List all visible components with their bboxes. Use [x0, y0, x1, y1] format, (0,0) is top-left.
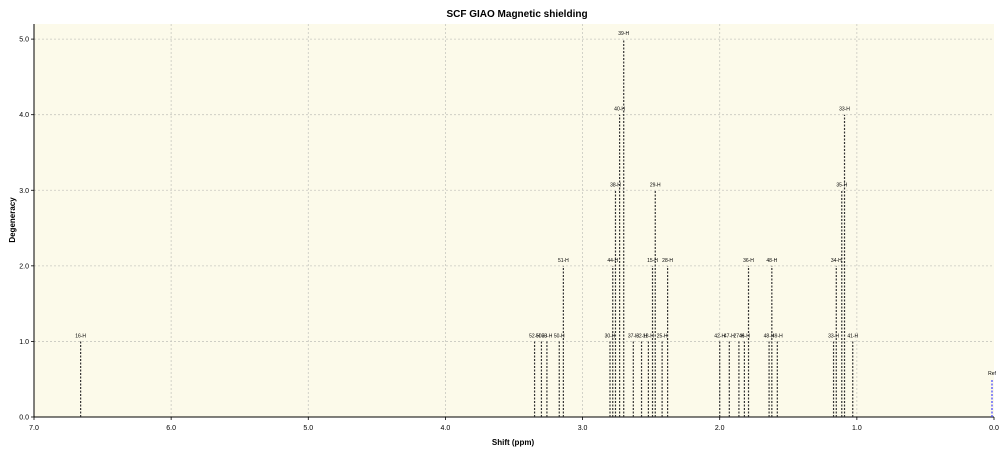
peak-label: 46-H: [739, 333, 750, 339]
peak-label: 53-H: [541, 333, 552, 339]
peak-label: 44-H: [607, 258, 618, 264]
peak-label: 25-H: [657, 333, 668, 339]
y-tick-label: 5.0: [19, 37, 29, 44]
peak-label: 50-H: [536, 333, 547, 339]
x-tick-label: 1.0: [852, 425, 862, 432]
y-tick-label: 2.0: [19, 263, 29, 270]
reference-label: Ref: [988, 371, 996, 377]
peak-label: 47-H: [724, 333, 735, 339]
peak-label: 52-H: [529, 333, 540, 339]
peak-label: 40-H: [614, 107, 625, 113]
x-axis-label: Shift (ppm): [492, 438, 535, 447]
x-tick-label: 0.0: [989, 425, 999, 432]
y-tick-label: 1.0: [19, 339, 29, 346]
peak-label: 27-H: [733, 333, 744, 339]
peak-label: 48-H: [766, 258, 777, 264]
y-tick-label: 0.0: [19, 415, 29, 422]
peak-label: 51-H: [558, 258, 569, 264]
peak-label: 15-H: [647, 258, 658, 264]
peak-label: 32-H: [636, 333, 647, 339]
peak-label: 49-H: [772, 333, 783, 339]
peak-label: 48-H: [764, 333, 775, 339]
peak-label: 39-H: [618, 31, 629, 37]
peak-label: 35-H: [836, 182, 847, 188]
peak-label: 28-H: [662, 258, 673, 264]
peak-label: 33-H: [839, 107, 850, 113]
peak-sticks: 16-H 52-H50-H53-H 50-H51-H30-H44-H38-H40-H…: [75, 31, 997, 417]
peak-label: 16-H: [75, 333, 86, 339]
y-tick-label: 3.0: [19, 188, 29, 195]
chart-title: SCF GIAO Magnetic shielding: [446, 9, 587, 20]
x-tick-label: 5.0: [303, 425, 313, 432]
peak-label: 18-H: [643, 333, 654, 339]
x-tick-label: 3.0: [578, 425, 588, 432]
peak-label: 41-H: [847, 333, 858, 339]
peak-label: 37-H: [628, 333, 639, 339]
x-tick-label: 7.0: [29, 425, 39, 432]
x-tick-label: 6.0: [166, 425, 176, 432]
peak-label: 29-H: [650, 182, 661, 188]
plot-area: [34, 24, 994, 417]
tick-labels: 7.0 6.0 5.0 4.0 3.0 2.0 1.0 0.0 0.0 1.0 2.0 3.0 4.0 5…: [19, 37, 999, 432]
peak-label: 36-H: [743, 258, 754, 264]
peak-label: 42-H: [714, 333, 725, 339]
peak-label: 50-H: [554, 333, 565, 339]
y-tick-label: 4.0: [19, 112, 29, 119]
y-axis-label: Degeneracy: [8, 197, 17, 243]
peak-label: 30-H: [605, 333, 616, 339]
x-tick-label: 4.0: [441, 425, 451, 432]
x-tick-label: 2.0: [715, 425, 725, 432]
peak-label: 38-H: [610, 182, 621, 188]
peak-label: 34-H: [831, 258, 842, 264]
peak-label: 33-H: [828, 333, 839, 339]
